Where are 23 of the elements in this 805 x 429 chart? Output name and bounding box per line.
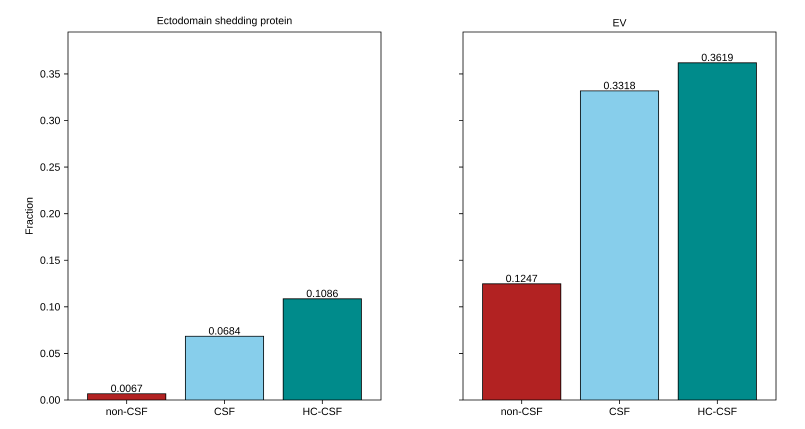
chart-title: EV <box>613 19 626 26</box>
y-tick-label: 0.25 <box>40 163 60 171</box>
data-label: 0.1247 <box>506 274 538 282</box>
y-axis-title: Fraction <box>25 198 33 234</box>
data-label: 0.0067 <box>111 384 142 392</box>
data-label: 0.3619 <box>702 54 733 62</box>
x-tick-label: HC-CSF <box>698 408 737 416</box>
y-tick-label: 0.30 <box>40 116 60 124</box>
y-tick-label: 0.35 <box>40 70 60 78</box>
x-tick-label: HC-CSF <box>303 408 342 416</box>
y-tick-label: 0.20 <box>40 210 60 218</box>
chart-title: Ectodomain shedding protein <box>158 16 292 26</box>
data-label: 0.0684 <box>208 327 240 335</box>
y-tick-label: 0.10 <box>40 303 60 311</box>
x-tick-label: CSF <box>214 408 235 416</box>
x-tick-label: non-CSF <box>501 408 542 416</box>
y-tick-label: 0.00 <box>40 396 60 404</box>
y-tick-label: 0.15 <box>40 256 60 264</box>
data-label: 0.3318 <box>604 82 636 90</box>
x-tick-label: CSF <box>610 408 630 416</box>
data-label: 0.1086 <box>306 290 338 298</box>
y-tick-label: 0.05 <box>40 350 60 358</box>
x-tick-label: non-CSF <box>106 408 148 416</box>
